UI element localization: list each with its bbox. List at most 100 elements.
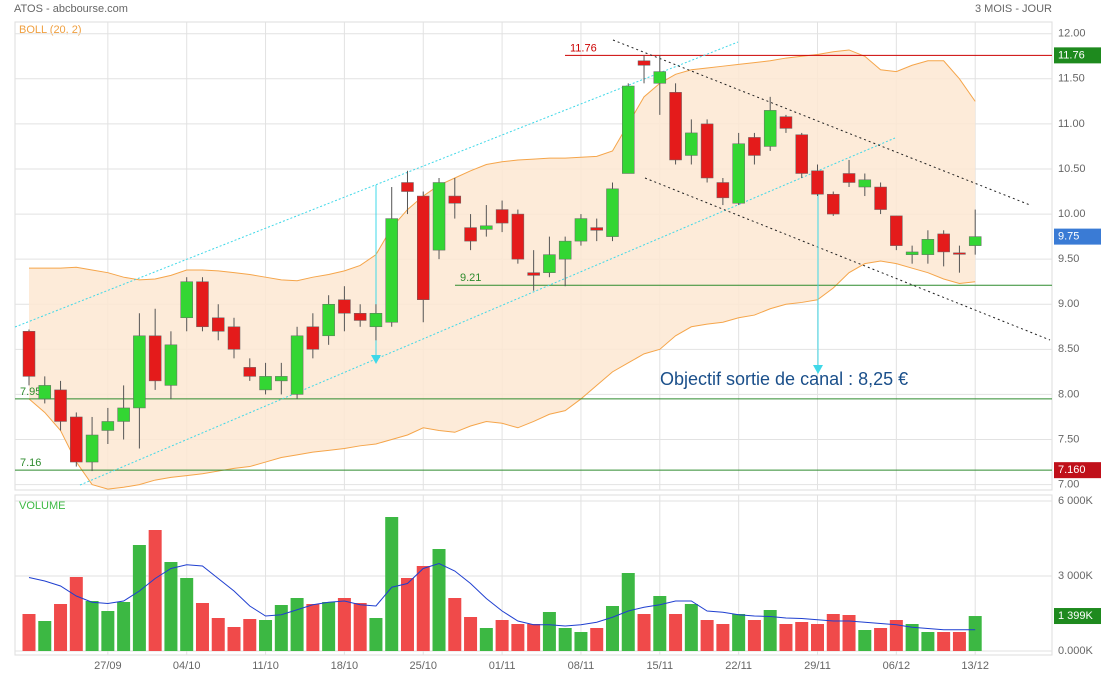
candle-body (543, 254, 556, 273)
volume-bar (227, 627, 241, 651)
volume-bar (605, 606, 619, 651)
annotation: Objectif sortie de canal : 8,25 € (660, 369, 908, 389)
volume-label: VOLUME (19, 500, 65, 512)
level-label: 11.76 (570, 42, 597, 54)
y-tick-label: 7.00 (1058, 478, 1079, 490)
volume-bar (85, 601, 99, 651)
candle-body (211, 317, 225, 332)
candle-body (464, 227, 477, 242)
volume-bar (400, 578, 414, 651)
level-label: 7.95 (20, 386, 41, 398)
volume-bar (495, 620, 509, 651)
candle-body (85, 434, 99, 463)
volume-bar (211, 618, 225, 651)
volume-bar (558, 628, 572, 651)
candle-body (637, 60, 651, 66)
volume-bar (637, 614, 651, 651)
volume-bar (353, 603, 367, 651)
candle-body (401, 182, 414, 192)
candle-body (196, 281, 209, 328)
x-tick-label: 29/11 (804, 660, 831, 672)
volume-bar (274, 605, 288, 651)
price-badge (1054, 228, 1101, 245)
candle-body (905, 251, 919, 255)
volume-bar (811, 624, 824, 651)
candle-body (369, 313, 383, 328)
volume-bar (180, 578, 194, 651)
volume-bar (527, 624, 541, 651)
volume-bar (669, 614, 683, 651)
volume-bar (795, 622, 809, 651)
x-tick-label: 27/09 (94, 660, 122, 672)
candle-body (669, 92, 682, 161)
y-tick-label: 11.50 (1058, 73, 1085, 85)
candle-body (732, 143, 745, 204)
y-tick-label: 9.00 (1058, 298, 1079, 310)
volume-bar (763, 610, 777, 651)
candle-body (953, 252, 966, 255)
x-tick-label: 08/11 (568, 660, 595, 672)
volume-ma (28, 562, 976, 631)
candle-body (480, 225, 493, 230)
volume-bar (826, 614, 840, 651)
x-tick-label: 11/10 (252, 660, 279, 672)
y-tick-label: 3 000K (1058, 570, 1094, 582)
period: 3 MOIS - JOUR (975, 3, 1052, 15)
candle-body (968, 236, 982, 246)
candle-body (622, 85, 635, 174)
candle-body (101, 421, 115, 431)
candle-body (574, 218, 588, 242)
candle-body (748, 137, 761, 156)
volume-bar (337, 598, 351, 651)
volume-bar (322, 602, 336, 651)
volume-bar (779, 624, 793, 651)
volume-bar (590, 628, 604, 651)
x-tick-label: 13/12 (961, 660, 989, 672)
candle-body (858, 179, 872, 188)
y-tick-label: 7.50 (1058, 433, 1079, 445)
volume-bar (464, 617, 478, 651)
volume-bar (952, 632, 966, 651)
candle-body (811, 170, 824, 195)
candle-body (874, 186, 887, 210)
candle-body (432, 182, 446, 251)
candle-body (779, 116, 793, 129)
candle-body (227, 326, 241, 350)
volume-bar (747, 620, 761, 651)
candle-body (243, 367, 257, 377)
candle-body (38, 385, 52, 400)
y-tick-label: 11.00 (1058, 118, 1085, 130)
indicator-label: BOLL (20, 2) (19, 24, 82, 36)
y-tick-label: 10.00 (1058, 208, 1086, 220)
badge-label: 9.75 (1058, 231, 1079, 243)
candle-body (133, 335, 146, 409)
y-tick-label: 8.50 (1058, 343, 1079, 355)
chart-title: ATOS - abcbourse.com (14, 3, 128, 15)
candle-body (290, 335, 304, 395)
candle-body (448, 195, 462, 204)
candle-body (921, 239, 935, 255)
candle-body (54, 389, 67, 422)
volume-bar (132, 545, 146, 651)
candle-body (685, 132, 698, 156)
candle-body (890, 215, 903, 246)
volume-bar (905, 624, 919, 651)
volume-bar (164, 562, 178, 651)
volume-bar (22, 614, 36, 651)
candle-body (164, 344, 178, 386)
arrow-head (371, 355, 381, 364)
volume-bar (259, 620, 273, 651)
candle-body (558, 240, 572, 260)
volume-bar (716, 624, 730, 651)
volume-bar (653, 596, 667, 651)
volume-bar (842, 615, 856, 651)
volume-bar (243, 619, 257, 651)
candle-body (353, 313, 367, 321)
volume-bar (574, 632, 588, 651)
candle-body (495, 209, 509, 224)
candle-body (306, 326, 320, 350)
volume-bar (38, 621, 52, 651)
candle-body (511, 213, 525, 260)
candle-body (527, 272, 540, 276)
